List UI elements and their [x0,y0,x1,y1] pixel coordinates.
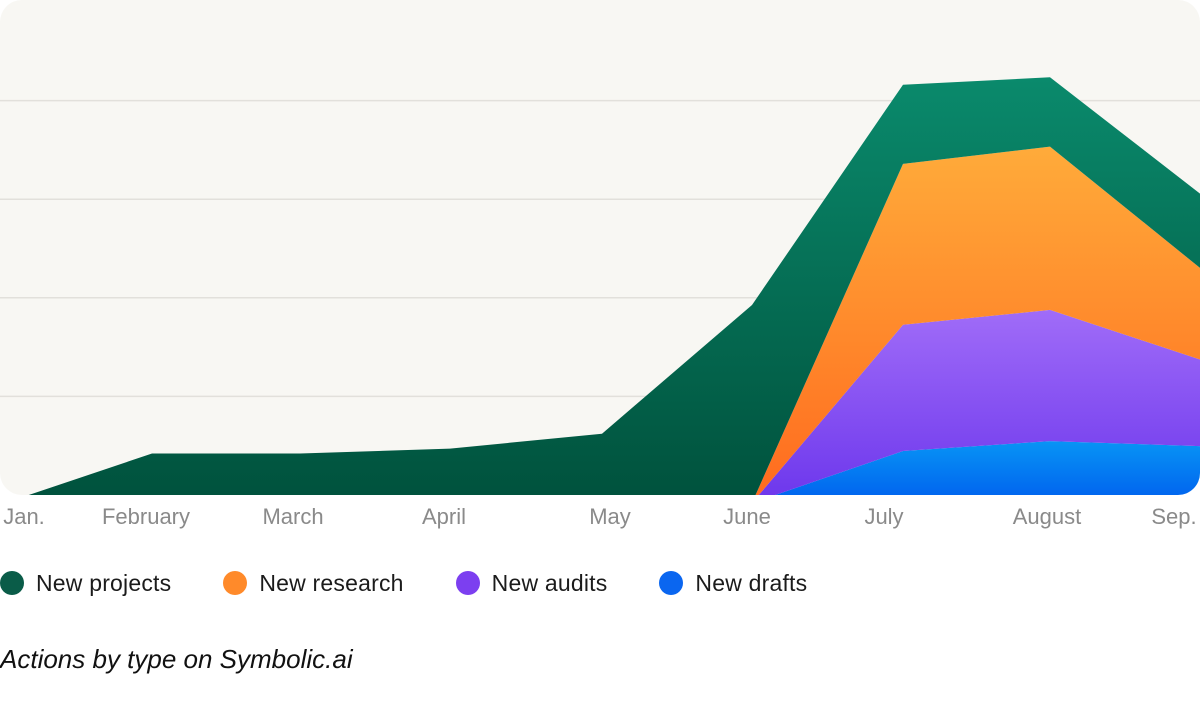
x-axis-labels: Jan. February March April May June July August S… [3,504,1196,529]
x-tick-label: February [102,504,190,529]
x-tick-label: March [262,504,323,529]
area-series-group [5,77,1200,495]
legend-label: New research [259,569,404,596]
legend-swatch [455,571,480,595]
legend-swatch [0,571,24,595]
x-tick-label: Sep. [1151,504,1196,529]
x-tick-label: Jan. [3,504,45,529]
legend-item: New drafts [659,570,807,597]
area-new-research [5,146,1200,495]
legend-label: New drafts [695,569,808,596]
chart-caption: Actions by type on Symbolic.ai [0,644,353,674]
x-tick-label: May [589,504,631,529]
legend-swatch [223,571,248,595]
x-tick-label: June [723,504,771,529]
legend: New projects New research New audits New dr… [0,563,859,603]
x-tick-label: April [422,504,466,529]
area-new-projects [5,77,1200,495]
x-tick-label: August [1013,504,1082,529]
chart-area: Jan. February March April May June July August S… [0,0,1200,529]
stacked-area-chart: Jan. February March April May June July August S… [0,0,1200,529]
legend-label: New projects [36,569,172,596]
legend-label: New audits [491,569,608,596]
legend-item: New audits [455,569,608,597]
legend-item: New projects [0,570,171,597]
legend-item: New research [223,570,403,597]
x-tick-label: July [864,504,903,529]
legend-swatch [659,571,684,595]
area-new-drafts [5,441,1200,495]
area-new-audits [5,309,1200,495]
